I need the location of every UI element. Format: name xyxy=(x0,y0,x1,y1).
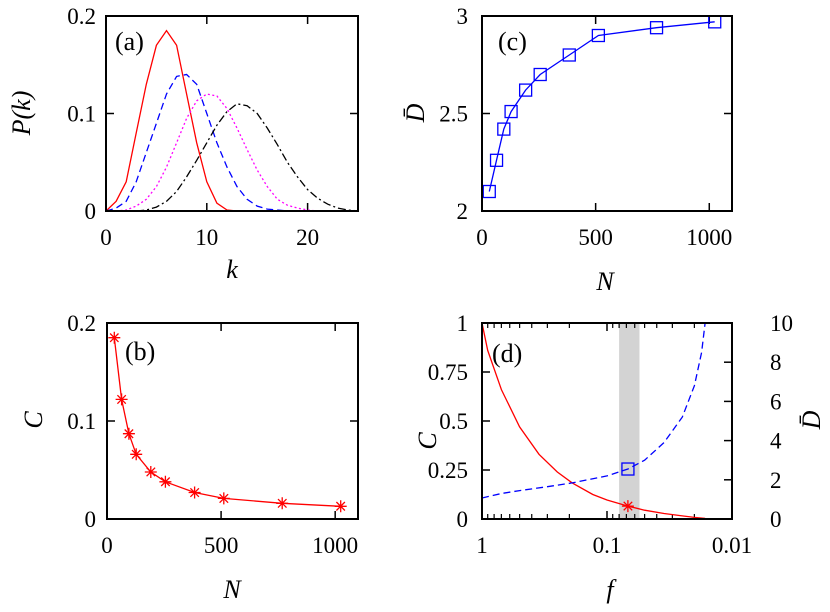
y2-tick-label: 2 xyxy=(770,468,782,493)
y2-tick-label: 0 xyxy=(770,507,782,532)
star-marker xyxy=(334,500,347,513)
x-tick-label: 1 xyxy=(476,533,488,558)
panel-label: (a) xyxy=(115,27,144,56)
square-marker xyxy=(497,122,511,136)
y2-tick-label: 10 xyxy=(770,311,793,336)
panel-c: 0 500 1000 2 2.5 3 (c) N D̄ xyxy=(401,4,733,296)
x-axis-label: k xyxy=(226,255,238,284)
plot-frame xyxy=(106,322,359,520)
y-tick-label: 0.25 xyxy=(428,458,468,483)
y-tick-label: 0.2 xyxy=(67,4,96,29)
panel-a: 0 10 20 0 0.1 0.2 (a) k P(k) xyxy=(7,4,359,284)
star-marker xyxy=(217,492,230,505)
square-marker xyxy=(591,28,606,43)
square-marker xyxy=(489,153,504,167)
star-marker xyxy=(122,427,135,440)
x-tick-label: 0.1 xyxy=(593,533,622,558)
y-tick-label: 1 xyxy=(457,311,469,336)
square-marker xyxy=(482,184,496,199)
y-tick-label: 3 xyxy=(457,4,469,29)
panel-label: (d) xyxy=(492,339,522,368)
star-marker xyxy=(621,500,634,513)
series-line-1 xyxy=(482,323,706,499)
y2-tick-label: 8 xyxy=(770,350,782,375)
y-tick-label: 0.1 xyxy=(67,409,96,434)
series-line-0 xyxy=(113,337,341,507)
square-marker xyxy=(562,48,576,62)
x-axis-label: N xyxy=(595,267,615,296)
x-tick-label: 0 xyxy=(476,225,488,250)
x-tick-label: 0 xyxy=(100,225,112,250)
square-marker xyxy=(518,83,533,97)
star-marker xyxy=(144,466,157,478)
square-marker xyxy=(621,462,635,476)
star-marker xyxy=(130,448,143,461)
x-axis-label: f xyxy=(606,575,617,604)
plot-frame xyxy=(481,15,733,212)
series-line-0 xyxy=(106,29,238,211)
x-tick-label: 0 xyxy=(101,533,113,558)
x-tick-label: 10 xyxy=(195,225,218,250)
square-marker xyxy=(533,67,547,82)
star-marker xyxy=(115,393,128,406)
star-marker xyxy=(276,497,289,510)
x-tick-label: 20 xyxy=(296,225,319,250)
series-line-0 xyxy=(482,323,706,519)
x-axis-label: N xyxy=(222,575,242,604)
y-tick-label: 2 xyxy=(457,199,469,224)
square-marker xyxy=(649,21,664,35)
y-tick-label: 0.75 xyxy=(428,360,468,385)
y2-tick-label: 6 xyxy=(770,389,782,414)
y-tick-label: 0 xyxy=(457,507,469,532)
y-tick-label: 0.5 xyxy=(439,409,468,434)
y-tick-label: 0 xyxy=(85,199,97,224)
star-marker xyxy=(108,331,121,344)
series-line-1 xyxy=(106,73,288,211)
y2-tick-label: 4 xyxy=(770,429,782,454)
panel-label: (c) xyxy=(498,27,527,56)
series-line-0 xyxy=(488,21,715,192)
square-marker xyxy=(504,104,518,119)
y-tick-label: 0.2 xyxy=(67,311,96,336)
plot-frame xyxy=(105,15,359,212)
x-tick-label: 0.01 xyxy=(712,533,752,558)
y-tick-label: 0 xyxy=(85,507,97,532)
plot-frame xyxy=(481,322,733,520)
y-axis-label: C xyxy=(413,432,442,450)
y-tick-label: 0.1 xyxy=(67,102,96,127)
series-line-3 xyxy=(136,103,358,211)
x-tick-label: 500 xyxy=(578,225,613,250)
y-axis-label: C xyxy=(19,411,48,429)
x-tick-label: 500 xyxy=(204,533,239,558)
star-marker xyxy=(159,475,172,488)
panel-label: (b) xyxy=(125,337,155,366)
y-tick-label: 2.5 xyxy=(439,102,468,127)
series-line-2 xyxy=(116,93,318,211)
y-axis-label: D̄ xyxy=(401,103,430,123)
shaded-band xyxy=(619,323,640,519)
y2-axis-label: D̄ xyxy=(797,410,826,430)
star-marker xyxy=(188,486,201,499)
x-tick-label: 1000 xyxy=(686,225,732,250)
x-tick-label: 1000 xyxy=(312,533,358,558)
y-axis-label: P(k) xyxy=(7,91,36,137)
panel-b: 0 500 1000 0 0.1 0.2 (b) N C xyxy=(19,311,359,604)
